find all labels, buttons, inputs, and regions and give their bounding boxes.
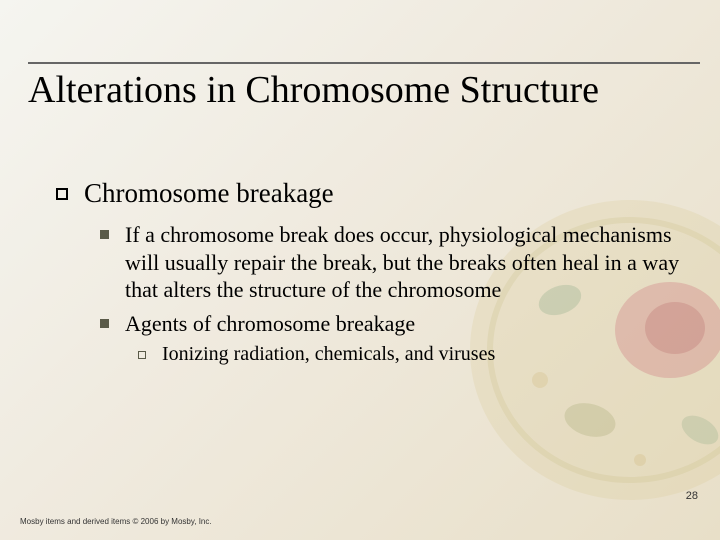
slide: Alterations in Chromosome Structure Chro… [0,0,720,540]
slide-title: Alterations in Chromosome Structure [28,70,599,112]
filled-square-icon [100,319,109,328]
filled-square-icon [100,230,109,239]
bullet-level2: Agents of chromosome breakage [100,310,690,338]
hollow-square-icon [56,188,68,200]
title-rule [28,62,700,64]
level3-container: Ionizing radiation, chemicals, and virus… [138,343,690,366]
hollow-square-icon [138,351,146,359]
bullet-level2: If a chromosome break does occur, physio… [100,221,690,304]
slide-body: Chromosome breakage If a chromosome brea… [56,178,690,366]
level3-text: Ionizing radiation, chemicals, and virus… [162,343,495,366]
level1-text: Chromosome breakage [84,178,334,209]
bullet-level1: Chromosome breakage [56,178,690,209]
level2-text: Agents of chromosome breakage [125,310,415,338]
bullet-level3: Ionizing radiation, chemicals, and virus… [138,343,690,366]
level2-text: If a chromosome break does occur, physio… [125,221,690,304]
level2-container: If a chromosome break does occur, physio… [100,221,690,366]
page-number: 28 [686,490,698,502]
copyright-text: Mosby items and derived items © 2006 by … [20,517,212,526]
